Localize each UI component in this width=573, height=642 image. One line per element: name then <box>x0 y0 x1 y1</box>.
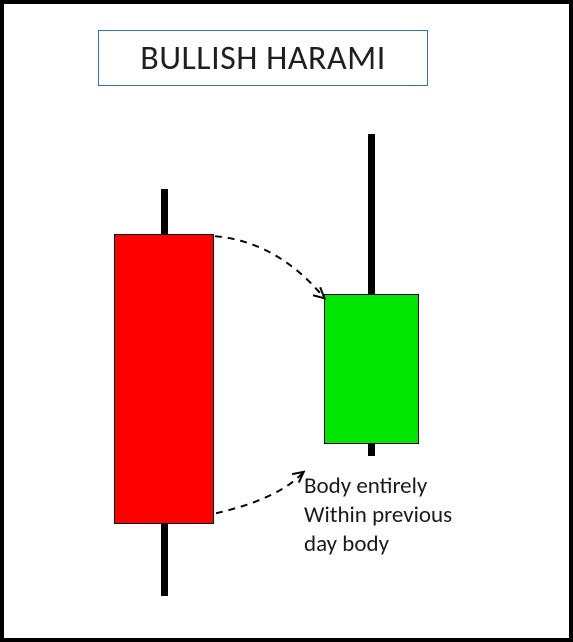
diagram-frame: BULLISH HARAMI Body entirelyWithin previ… <box>0 0 573 642</box>
annotation-text: Body entirelyWithin previousday body <box>304 472 452 558</box>
bearish-candle-body <box>114 234 214 524</box>
annotation-arrows <box>4 4 569 638</box>
annotation-line: day body <box>304 530 452 559</box>
annotation-line: Within previous <box>304 501 452 530</box>
title-box: BULLISH HARAMI <box>98 30 428 86</box>
title-text: BULLISH HARAMI <box>140 38 386 79</box>
bullish-candle-body <box>324 294 419 444</box>
annotation-line: Body entirely <box>304 472 452 501</box>
